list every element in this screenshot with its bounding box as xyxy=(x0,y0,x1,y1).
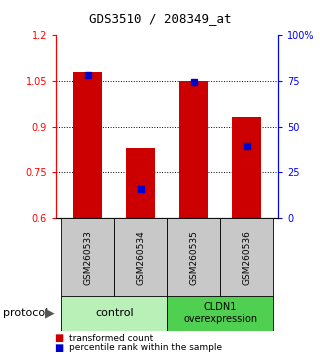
Bar xyxy=(126,148,155,218)
Bar xyxy=(232,118,261,218)
Bar xyxy=(73,72,102,218)
Text: GSM260533: GSM260533 xyxy=(83,230,92,285)
Text: transformed count: transformed count xyxy=(69,333,153,343)
Text: control: control xyxy=(95,308,133,318)
Text: CLDN1
overexpression: CLDN1 overexpression xyxy=(183,302,257,324)
Bar xyxy=(167,218,220,297)
Text: ■: ■ xyxy=(54,333,64,343)
Bar xyxy=(167,296,273,331)
Text: ■: ■ xyxy=(54,343,64,353)
Text: GSM260534: GSM260534 xyxy=(136,230,145,285)
Text: percentile rank within the sample: percentile rank within the sample xyxy=(69,343,222,352)
Bar xyxy=(114,218,167,297)
Text: ▶: ▶ xyxy=(45,307,54,320)
Bar xyxy=(61,296,167,331)
Bar xyxy=(179,81,208,218)
Bar xyxy=(220,218,273,297)
Text: GDS3510 / 208349_at: GDS3510 / 208349_at xyxy=(89,12,231,25)
Text: protocol: protocol xyxy=(3,308,48,318)
Text: GSM260535: GSM260535 xyxy=(189,230,198,285)
Text: GSM260536: GSM260536 xyxy=(242,230,251,285)
Bar xyxy=(61,218,114,297)
